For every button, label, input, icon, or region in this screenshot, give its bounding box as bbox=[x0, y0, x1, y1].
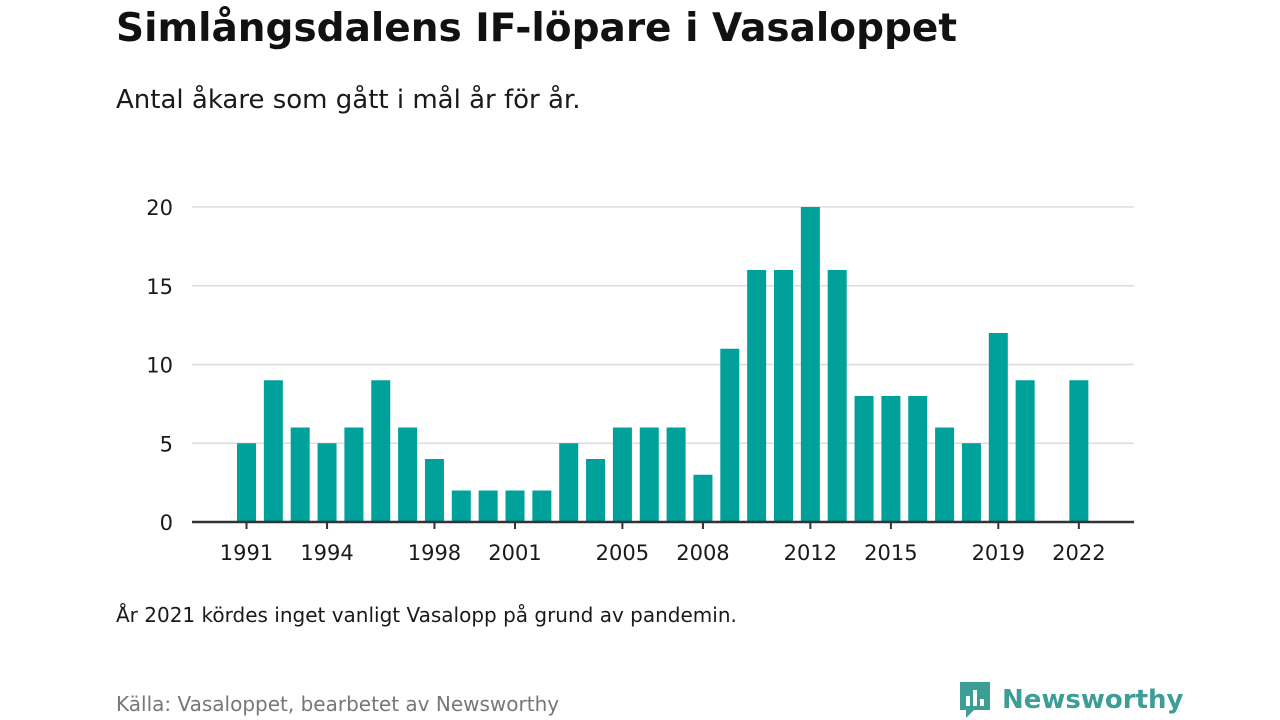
x-tick-label: 2005 bbox=[596, 541, 649, 565]
bar bbox=[747, 270, 767, 522]
y-tick-label: 20 bbox=[146, 196, 173, 220]
x-tick-label: 2012 bbox=[784, 541, 837, 565]
y-tick-label: 5 bbox=[160, 432, 173, 456]
chart-subtitle: Antal åkare som gått i mål år för år. bbox=[116, 85, 581, 115]
x-tick-label: 2022 bbox=[1052, 541, 1105, 565]
bar bbox=[935, 427, 955, 522]
y-axis-ticks: 0 5 10 15 20 bbox=[146, 196, 173, 535]
x-tick-label: 2008 bbox=[676, 541, 729, 565]
bar bbox=[908, 396, 928, 522]
bar bbox=[290, 427, 310, 522]
chart-title: Simlångsdalens IF-löpare i Vasaloppet bbox=[116, 6, 958, 51]
bar-chart-logo-icon bbox=[960, 682, 990, 718]
bar bbox=[639, 427, 659, 522]
bar bbox=[478, 490, 498, 522]
x-tick-label: 2015 bbox=[864, 541, 917, 565]
y-tick-label: 0 bbox=[160, 511, 173, 535]
bar bbox=[854, 396, 874, 522]
x-tick-label: 1998 bbox=[408, 541, 461, 565]
bar bbox=[532, 490, 552, 522]
bar bbox=[774, 270, 793, 522]
bar bbox=[1069, 380, 1089, 522]
bars bbox=[237, 207, 1089, 522]
footnote: År 2021 kördes inget vanligt Vasalopp på… bbox=[116, 603, 737, 627]
bar bbox=[827, 270, 847, 522]
bar bbox=[720, 348, 740, 522]
bar bbox=[1015, 380, 1035, 522]
x-tick-label: 1994 bbox=[300, 541, 353, 565]
bar bbox=[263, 380, 283, 522]
bar bbox=[586, 459, 606, 522]
bar bbox=[505, 490, 525, 522]
bar bbox=[451, 490, 471, 522]
bar bbox=[961, 443, 981, 522]
x-tick-label: 1991 bbox=[220, 541, 273, 565]
bar bbox=[344, 427, 364, 522]
brand-logo[interactable]: Newsworthy bbox=[958, 680, 1183, 720]
bar bbox=[800, 207, 820, 522]
y-tick-label: 15 bbox=[146, 275, 173, 299]
bar bbox=[559, 443, 579, 522]
y-tick-label: 10 bbox=[146, 354, 173, 378]
bar bbox=[371, 380, 391, 522]
bar bbox=[398, 427, 418, 522]
bar-chart: 0 5 10 15 20 1991 1994 1998 2001 2005 2008 2012 201… bbox=[146, 196, 1134, 565]
x-axis-ticks: 1991 1994 1998 2001 2005 2008 2012 2015 2019 2022 bbox=[220, 522, 1106, 565]
x-tick-label: 2019 bbox=[972, 541, 1025, 565]
bar bbox=[237, 443, 256, 522]
bar bbox=[693, 474, 713, 522]
brand-name: Newsworthy bbox=[1002, 685, 1184, 715]
bar bbox=[988, 333, 1008, 522]
bar bbox=[666, 427, 686, 522]
source-text: Källa: Vasaloppet, bearbetet av Newswort… bbox=[116, 692, 560, 716]
bar bbox=[424, 459, 444, 522]
bar bbox=[881, 396, 901, 522]
bar bbox=[317, 443, 337, 522]
x-tick-label: 2001 bbox=[488, 541, 541, 565]
bar bbox=[612, 427, 632, 522]
